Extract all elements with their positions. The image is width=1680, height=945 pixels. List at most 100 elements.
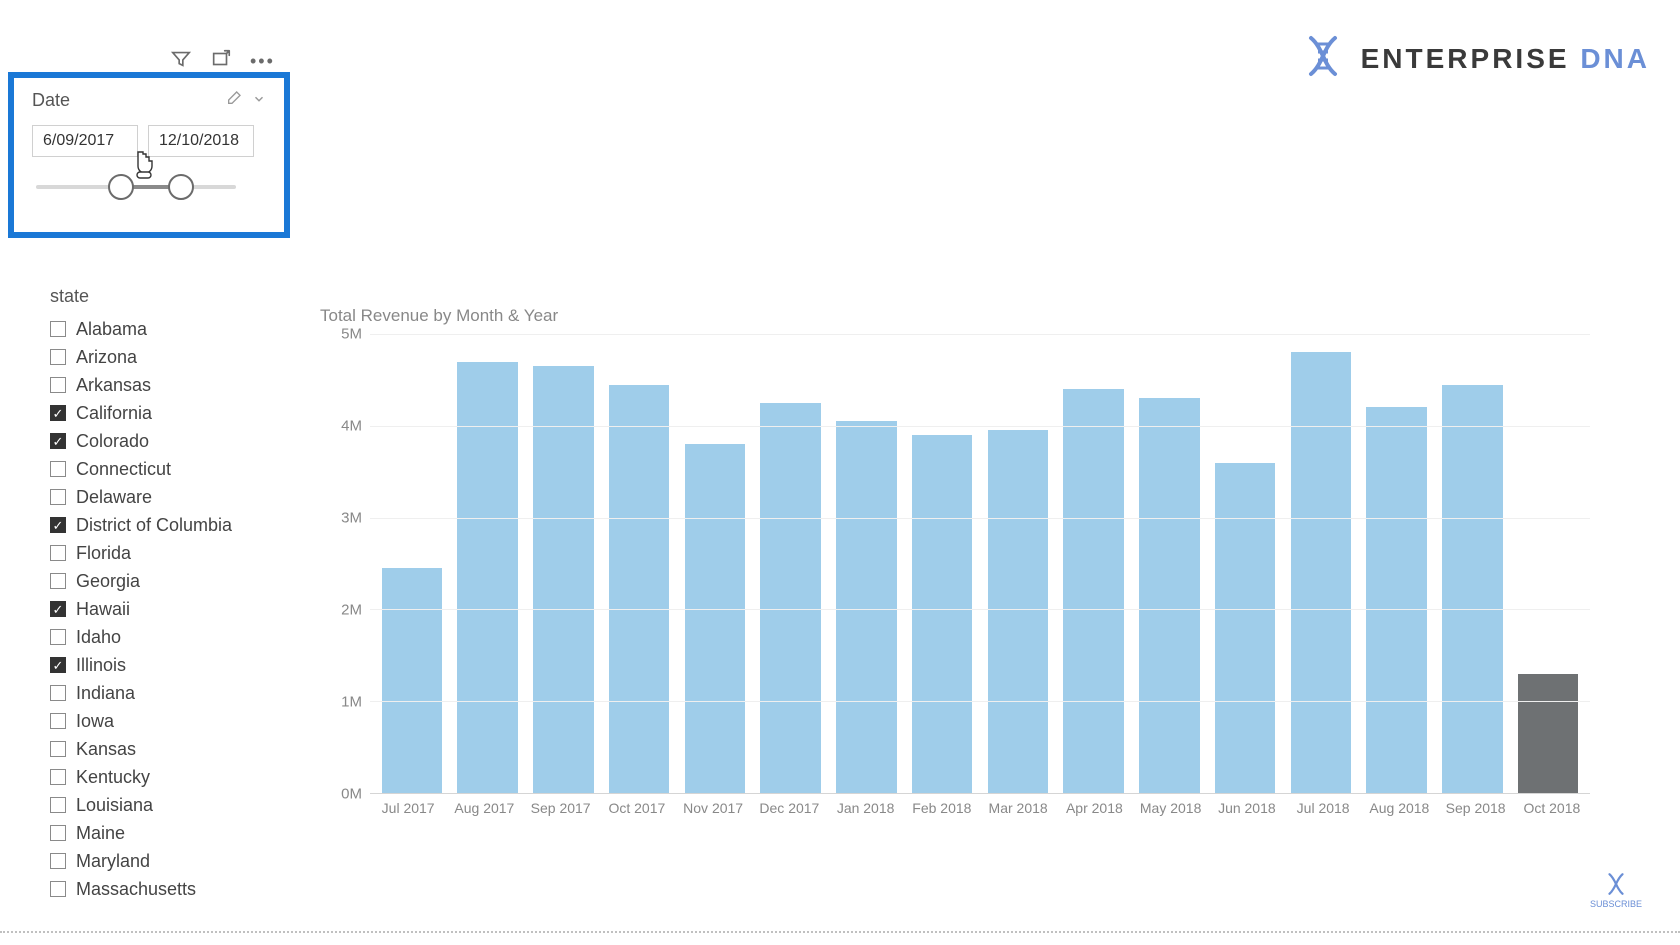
- state-item[interactable]: Illinois: [50, 651, 270, 679]
- chart-bar[interactable]: [1139, 398, 1200, 793]
- state-item[interactable]: Arkansas: [50, 371, 270, 399]
- state-checkbox[interactable]: [50, 601, 66, 617]
- state-item[interactable]: Louisiana: [50, 791, 270, 819]
- state-filter-title: state: [50, 286, 270, 307]
- bar-slot: [1056, 334, 1132, 793]
- state-checkbox[interactable]: [50, 741, 66, 757]
- x-tick-label: Sep 2018: [1438, 800, 1514, 816]
- bar-slot: [677, 334, 753, 793]
- focus-mode-icon[interactable]: [210, 48, 232, 75]
- date-end-input[interactable]: 12/10/2018: [148, 125, 254, 157]
- chart-bar[interactable]: [1366, 407, 1427, 793]
- state-item[interactable]: Arizona: [50, 343, 270, 371]
- chart-bar[interactable]: [760, 403, 821, 793]
- state-checkbox[interactable]: [50, 797, 66, 813]
- state-label: Colorado: [76, 431, 149, 452]
- date-slicer-header: Date: [32, 90, 266, 111]
- chart-bar[interactable]: [988, 430, 1049, 793]
- state-checkbox[interactable]: [50, 321, 66, 337]
- bar-slot: [601, 334, 677, 793]
- y-tick-label: 5M: [341, 326, 362, 343]
- bar-slot: [374, 334, 450, 793]
- bar-slot: [526, 334, 602, 793]
- chart-bar[interactable]: [1518, 674, 1579, 793]
- eraser-icon[interactable]: [226, 90, 242, 111]
- state-checkbox[interactable]: [50, 433, 66, 449]
- state-item[interactable]: Kentucky: [50, 763, 270, 791]
- more-options-icon[interactable]: •••: [250, 51, 275, 72]
- state-label: Maryland: [76, 851, 150, 872]
- chart-bar[interactable]: [1063, 389, 1124, 793]
- chart-bar[interactable]: [1215, 463, 1276, 793]
- state-item[interactable]: Florida: [50, 539, 270, 567]
- state-item[interactable]: Kansas: [50, 735, 270, 763]
- x-tick-label: Apr 2018: [1056, 800, 1132, 816]
- state-item[interactable]: Maryland: [50, 847, 270, 875]
- chart-bar[interactable]: [1442, 385, 1503, 794]
- chart-bar[interactable]: [912, 435, 973, 793]
- state-label: Delaware: [76, 487, 152, 508]
- state-item[interactable]: Colorado: [50, 427, 270, 455]
- state-checkbox[interactable]: [50, 489, 66, 505]
- y-tick-label: 4M: [341, 418, 362, 435]
- gridline: [370, 518, 1590, 519]
- state-item[interactable]: Massachusetts: [50, 875, 270, 903]
- state-item[interactable]: Maine: [50, 819, 270, 847]
- logo-brand: ENTERPRISE: [1361, 43, 1581, 74]
- date-range-handle-end[interactable]: [168, 174, 194, 200]
- chart-bar[interactable]: [1291, 352, 1352, 793]
- state-checkbox[interactable]: [50, 405, 66, 421]
- state-label: Illinois: [76, 655, 126, 676]
- state-checkbox[interactable]: [50, 349, 66, 365]
- state-item[interactable]: Idaho: [50, 623, 270, 651]
- state-item[interactable]: Indiana: [50, 679, 270, 707]
- state-checkbox[interactable]: [50, 377, 66, 393]
- state-checkbox[interactable]: [50, 629, 66, 645]
- date-start-input[interactable]: 6/09/2017: [32, 125, 138, 157]
- chevron-down-icon[interactable]: [252, 90, 266, 111]
- state-item[interactable]: Georgia: [50, 567, 270, 595]
- chart-x-axis: Jul 2017Aug 2017Sep 2017Oct 2017Nov 2017…: [370, 800, 1590, 816]
- subscribe-badge[interactable]: SUBSCRIBE: [1590, 871, 1642, 909]
- state-label: Hawaii: [76, 599, 130, 620]
- gridline: [370, 334, 1590, 335]
- state-item[interactable]: Iowa: [50, 707, 270, 735]
- state-item[interactable]: Hawaii: [50, 595, 270, 623]
- state-checkbox[interactable]: [50, 517, 66, 533]
- bar-slot: [980, 334, 1056, 793]
- state-checkbox[interactable]: [50, 545, 66, 561]
- state-item[interactable]: Alabama: [50, 315, 270, 343]
- x-tick-label: Jul 2017: [370, 800, 446, 816]
- chart-bar[interactable]: [382, 568, 443, 793]
- bar-slot: [1435, 334, 1511, 793]
- y-tick-label: 0M: [341, 786, 362, 803]
- chart-bar[interactable]: [609, 385, 670, 794]
- state-item[interactable]: Delaware: [50, 483, 270, 511]
- chart-bar[interactable]: [685, 444, 746, 793]
- state-checkbox[interactable]: [50, 573, 66, 589]
- gridline: [370, 609, 1590, 610]
- state-checkbox[interactable]: [50, 685, 66, 701]
- state-checkbox[interactable]: [50, 853, 66, 869]
- state-checkbox[interactable]: [50, 657, 66, 673]
- state-checkbox[interactable]: [50, 461, 66, 477]
- x-tick-label: Oct 2018: [1514, 800, 1590, 816]
- state-checkbox[interactable]: [50, 713, 66, 729]
- date-slicer[interactable]: Date 6/09/2017 12/10/2018: [8, 72, 290, 238]
- state-item[interactable]: California: [50, 399, 270, 427]
- state-item[interactable]: Connecticut: [50, 455, 270, 483]
- filter-icon[interactable]: [170, 48, 192, 75]
- gridline: [370, 701, 1590, 702]
- state-checkbox[interactable]: [50, 825, 66, 841]
- date-range-handle-start[interactable]: [108, 174, 134, 200]
- state-checkbox[interactable]: [50, 769, 66, 785]
- chart-bar[interactable]: [836, 421, 897, 793]
- state-checkbox[interactable]: [50, 881, 66, 897]
- chart-bar[interactable]: [533, 366, 594, 793]
- state-label: Louisiana: [76, 795, 153, 816]
- state-item[interactable]: District of Columbia: [50, 511, 270, 539]
- x-tick-label: Dec 2017: [751, 800, 827, 816]
- x-tick-label: Jan 2018: [828, 800, 904, 816]
- date-range-track[interactable]: [36, 185, 236, 189]
- chart-plot: 0M1M2M3M4M5M: [320, 334, 1590, 794]
